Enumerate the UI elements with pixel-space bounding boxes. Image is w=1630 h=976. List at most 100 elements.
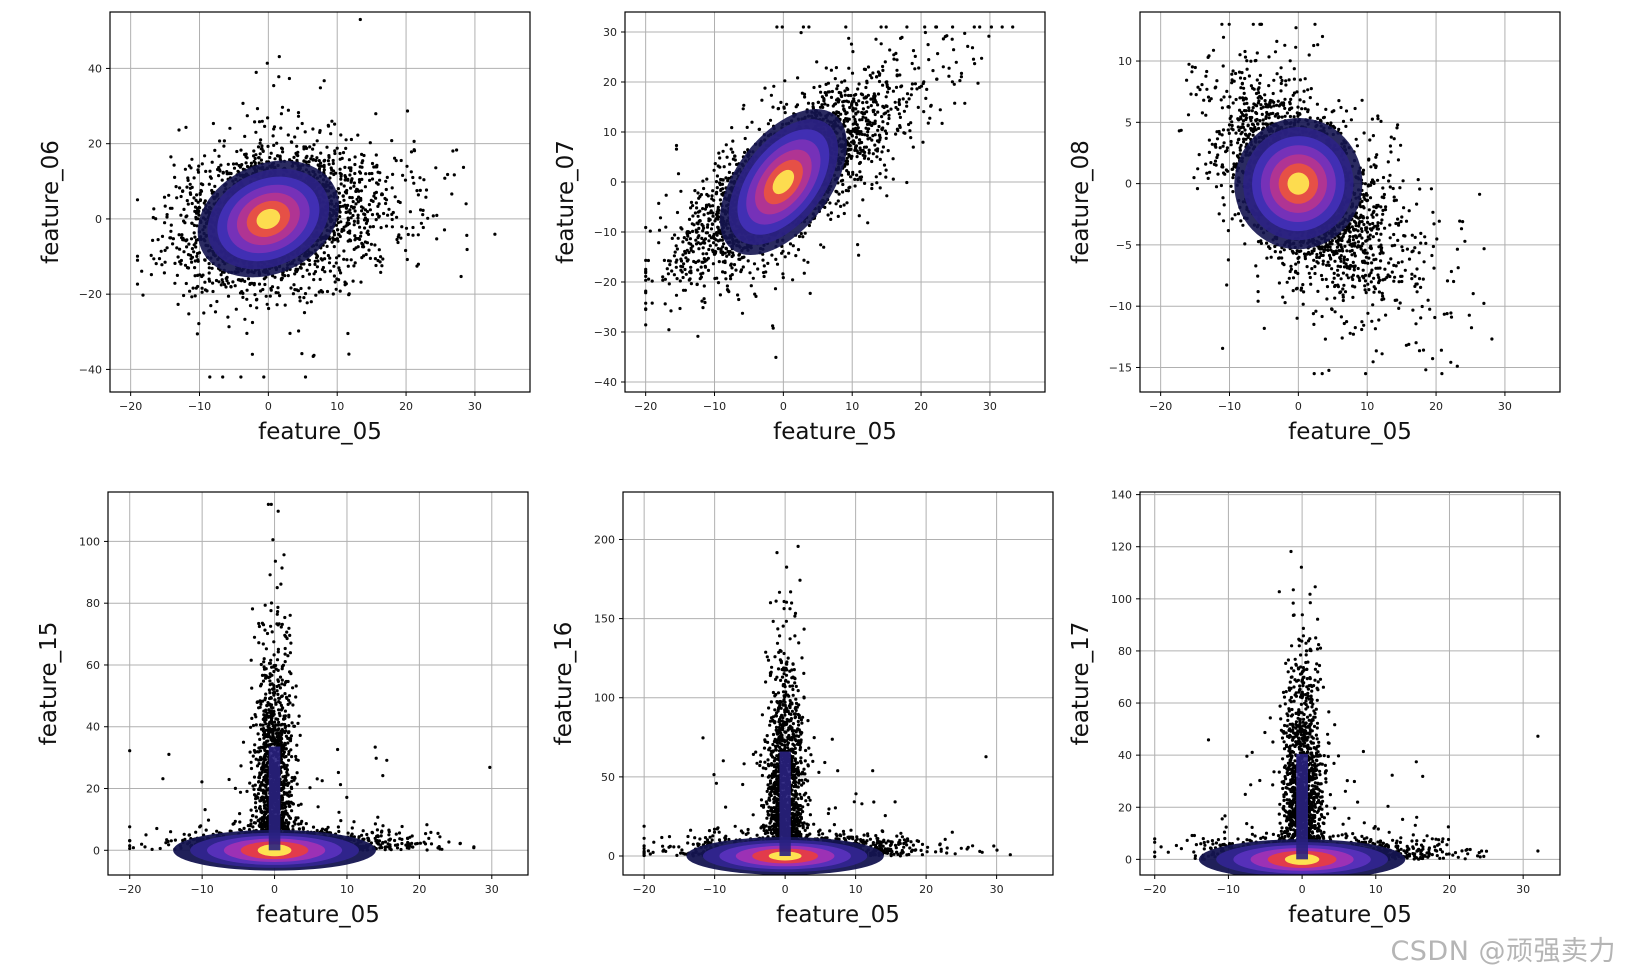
outlier-point [859,130,863,134]
outlier-point [327,162,331,166]
outlier-point [662,258,667,262]
outlier-point [192,250,196,254]
outlier-point [312,272,316,276]
outlier-point [857,253,861,257]
outlier-point [826,90,830,94]
outlier-point [277,55,281,59]
outlier-point [845,86,849,90]
outlier-point [343,165,347,169]
point-cloud [135,17,497,379]
outlier-point [950,80,955,84]
outlier-point [424,188,429,192]
outlier-point [763,86,767,90]
outlier-point [870,76,874,80]
outlier-point [315,254,320,258]
outlier-point [785,102,789,106]
outlier-point [721,149,725,153]
outlier-point [421,225,425,230]
outlier-point [845,119,850,123]
outlier-point [729,147,733,151]
outlier-point [154,262,158,266]
outlier-point [307,272,311,276]
outlier-point [339,177,343,181]
outlier-point [211,281,215,285]
outlier-point [959,71,964,75]
outlier-point [339,182,343,186]
outlier-point [952,48,956,52]
outlier-point [354,246,358,250]
outlier-point [338,215,342,219]
outlier-point [824,66,828,70]
outlier-point [218,139,222,143]
outlier-point [725,155,729,159]
outlier-point [268,155,272,160]
outlier-point [716,211,720,215]
outlier-point [368,256,372,260]
outlier-point [952,82,956,86]
outlier-point [197,322,201,326]
outlier-point [353,162,357,167]
outlier-point [854,135,859,139]
outlier-point [909,93,913,97]
outlier-point [195,254,199,258]
outlier-point [225,275,229,279]
outlier-point [199,188,203,193]
outlier-point [667,282,671,286]
outlier-point [404,226,409,230]
outlier-point [644,301,648,305]
outlier-point [848,105,852,110]
outlier-point [286,108,290,112]
outlier-point [725,254,729,258]
outlier-point [689,265,693,269]
outlier-point [915,87,919,91]
outlier-point [353,155,357,159]
outlier-point [869,104,873,108]
outlier-point [664,193,668,197]
outlier-point [837,192,841,196]
outlier-point [858,118,862,122]
outlier-point [721,178,725,182]
outlier-point [443,176,447,180]
outlier-point [703,265,708,269]
outlier-point [935,77,939,81]
outlier-point [188,186,192,190]
outlier-point [259,147,263,151]
outlier-point [356,236,360,241]
outlier-point [868,136,872,140]
outlier-point [711,189,715,193]
outlier-point [776,107,780,111]
outlier-point [923,25,927,29]
outlier-point [196,211,200,215]
outlier-point [712,232,716,236]
outlier-point [844,25,848,29]
outlier-point [884,136,888,140]
outlier-point [829,211,834,215]
outlier-point [368,141,372,145]
outlier-point [162,195,167,199]
outlier-point [775,25,779,29]
outlier-point [353,171,357,176]
outlier-point [197,164,201,168]
outlier-point [262,277,266,281]
outlier-point [857,214,861,218]
outlier-point [181,189,185,193]
outlier-point [663,277,668,281]
outlier-point [907,122,911,127]
outlier-point [182,250,186,254]
outlier-point [149,273,153,277]
outlier-point [881,83,885,87]
outlier-point [272,127,276,131]
outlier-point [209,176,213,180]
outlier-point [169,223,173,227]
outlier-point [363,226,367,230]
outlier-point [200,162,204,166]
outlier-point [910,82,915,86]
outlier-point [280,146,284,150]
outlier-point [701,246,705,250]
outlier-point [312,143,316,147]
outlier-point [712,241,716,245]
outlier-point [175,196,179,200]
outlier-point [861,107,866,111]
outlier-point [283,274,287,278]
outlier-point [771,324,775,328]
